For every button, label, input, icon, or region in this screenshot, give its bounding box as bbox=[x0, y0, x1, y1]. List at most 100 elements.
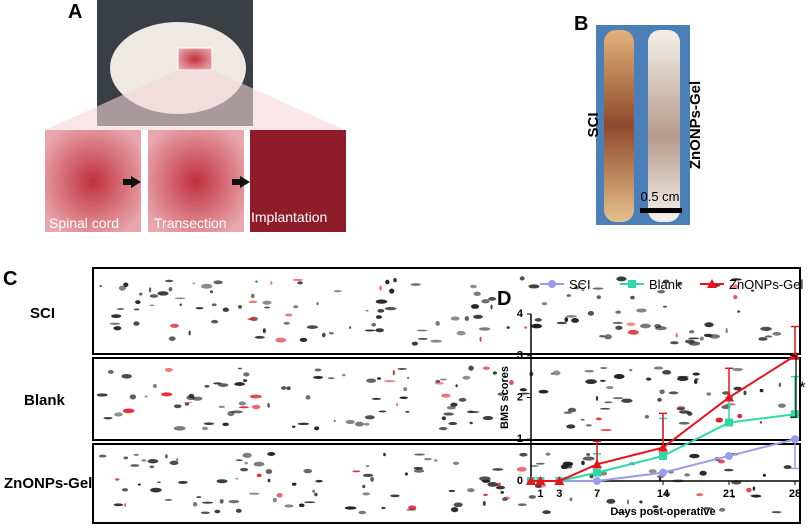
footprint bbox=[778, 382, 782, 388]
footprint bbox=[188, 330, 191, 336]
footprint bbox=[370, 476, 374, 482]
footprint bbox=[312, 489, 315, 493]
footprint bbox=[238, 304, 243, 309]
footprint bbox=[657, 397, 662, 402]
footprint bbox=[455, 384, 458, 388]
footprint bbox=[222, 422, 229, 427]
footprint bbox=[678, 421, 690, 425]
footprint bbox=[655, 326, 667, 331]
footprint bbox=[173, 404, 182, 409]
footprint bbox=[668, 391, 679, 395]
footprint bbox=[662, 370, 672, 375]
footprint bbox=[111, 314, 122, 319]
footprint bbox=[659, 389, 665, 395]
footprint bbox=[627, 329, 639, 335]
row-label: SCI bbox=[30, 305, 55, 322]
footprint bbox=[239, 467, 249, 472]
panel-label: C bbox=[3, 268, 17, 290]
footprint bbox=[438, 426, 448, 431]
footprint bbox=[452, 461, 460, 466]
footprint bbox=[413, 469, 425, 473]
scale-bar-label: 0.5 cm bbox=[640, 189, 679, 204]
footprint bbox=[348, 326, 352, 329]
legend-marker bbox=[707, 279, 717, 288]
footprint bbox=[450, 316, 460, 321]
footprint bbox=[517, 503, 527, 507]
footprint bbox=[267, 478, 271, 483]
marker bbox=[659, 451, 667, 460]
marker bbox=[724, 392, 734, 402]
footprint bbox=[365, 309, 369, 312]
footprint bbox=[176, 458, 179, 461]
footprint bbox=[98, 454, 107, 458]
footprint bbox=[344, 506, 357, 510]
line-chart: 0 1 2 3 4 1 3 7 14 21 28 Days post-operative BMS sco… bbox=[499, 277, 806, 518]
footprint bbox=[759, 421, 763, 424]
footprint bbox=[495, 485, 506, 490]
footprint bbox=[434, 459, 438, 462]
footprint bbox=[482, 500, 486, 507]
footprint bbox=[383, 452, 386, 457]
footprint bbox=[762, 473, 766, 477]
footprint bbox=[375, 328, 384, 333]
footprint bbox=[148, 287, 152, 293]
footprint bbox=[184, 401, 193, 404]
y-tick-label: 1 bbox=[517, 433, 523, 445]
footprint bbox=[384, 307, 397, 311]
footprint bbox=[280, 386, 287, 390]
footprint bbox=[676, 406, 686, 411]
footprint bbox=[636, 308, 647, 313]
footprint bbox=[333, 290, 342, 293]
footprint bbox=[144, 395, 148, 398]
footprint bbox=[563, 411, 572, 414]
footprint bbox=[604, 401, 613, 404]
footprint bbox=[283, 321, 290, 325]
marker bbox=[526, 476, 536, 485]
footprint bbox=[699, 470, 707, 476]
footprint bbox=[109, 322, 121, 325]
footprint bbox=[371, 322, 376, 327]
footprint bbox=[715, 417, 723, 423]
footprint bbox=[534, 318, 542, 322]
legend-label: ZnONPs-Gel bbox=[729, 277, 804, 292]
footprint bbox=[758, 337, 768, 341]
footprint bbox=[192, 501, 198, 507]
footprint bbox=[129, 394, 137, 400]
footprint bbox=[506, 326, 510, 329]
footprint bbox=[363, 422, 370, 426]
footprint bbox=[299, 337, 308, 342]
footprint bbox=[341, 373, 346, 377]
footprint bbox=[397, 368, 407, 370]
footprint bbox=[688, 337, 700, 340]
footprint bbox=[479, 336, 482, 342]
footprint bbox=[600, 428, 613, 432]
footprint bbox=[648, 469, 657, 474]
footprint bbox=[565, 315, 578, 318]
footprint bbox=[153, 383, 157, 389]
footprint bbox=[316, 302, 319, 306]
footprint bbox=[417, 329, 428, 332]
footprint bbox=[579, 282, 586, 285]
footprint bbox=[569, 497, 573, 502]
footprint bbox=[430, 339, 442, 343]
footprint bbox=[135, 300, 141, 305]
y-axis-title: BMS scores bbox=[499, 366, 511, 429]
footprint bbox=[164, 498, 173, 501]
footprint bbox=[615, 325, 623, 330]
footprint-panels bbox=[92, 267, 801, 524]
footprint bbox=[352, 470, 361, 473]
footprint bbox=[441, 393, 451, 398]
footprint bbox=[450, 402, 458, 407]
footprint bbox=[564, 317, 569, 323]
footprint bbox=[275, 337, 287, 343]
photo bbox=[148, 130, 244, 232]
footprint bbox=[333, 420, 336, 422]
footprint bbox=[124, 503, 127, 507]
footprint bbox=[406, 376, 410, 380]
surgical-site bbox=[177, 47, 213, 71]
footprint bbox=[164, 367, 173, 372]
footprint bbox=[550, 372, 554, 375]
footprint bbox=[684, 339, 695, 344]
footprint bbox=[534, 484, 542, 488]
footprint bbox=[410, 283, 421, 286]
